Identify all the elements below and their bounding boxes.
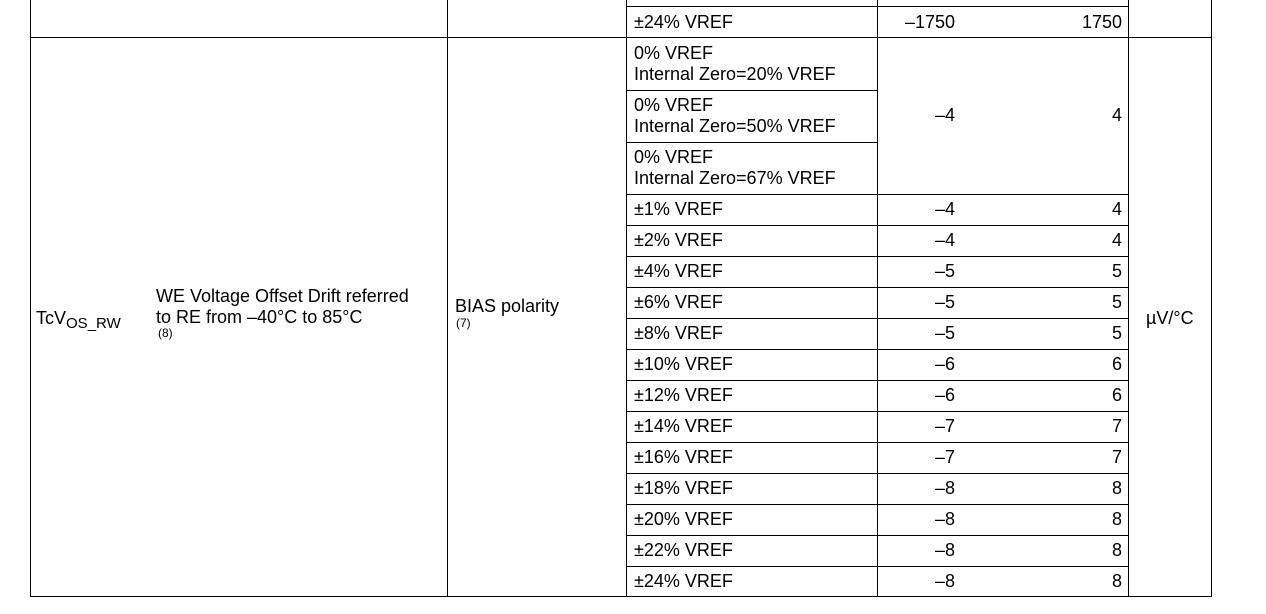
column-divider-unit [1128, 0, 1129, 597]
row-min: –8 [934, 571, 955, 591]
table-border-left [30, 0, 31, 597]
parameter-symbol: TcVOS_RW [36, 308, 121, 334]
unit-label: µV/°C [1146, 308, 1194, 328]
row-max: 5 [1111, 261, 1122, 281]
zero-row-3-line2: Internal Zero=67% VREF [634, 168, 836, 188]
row-divider [626, 504, 1129, 505]
row-min: –8 [934, 478, 955, 498]
row-condition: ±4% VREF [634, 261, 723, 281]
row-condition: ±24% VREF [634, 571, 733, 591]
row-divider [626, 318, 1129, 319]
row-condition: ±16% VREF [634, 447, 733, 467]
row-min: –7 [934, 416, 955, 436]
test-condition-footnote: (7) [456, 316, 471, 330]
row-min: –8 [934, 509, 955, 529]
row-divider [626, 535, 1129, 536]
row-divider [626, 411, 1129, 412]
row-max: 8 [1111, 540, 1122, 560]
row-max: 6 [1111, 354, 1122, 374]
row-max: 6 [1111, 385, 1122, 405]
row-divider [626, 566, 1129, 567]
row-min: –5 [934, 292, 955, 312]
zero-row-divider [626, 142, 878, 143]
section-divider [30, 37, 1212, 38]
row-max: 8 [1111, 571, 1122, 591]
row-condition: ±12% VREF [634, 385, 733, 405]
row-condition: ±10% VREF [634, 354, 733, 374]
row-condition: ±2% VREF [634, 230, 723, 250]
top-row-condition: ±24% VREF [634, 12, 733, 32]
zero-row-3-line1: 0% VREF [634, 147, 714, 167]
table-border-right [1211, 0, 1212, 597]
zero-row-2-line2: Internal Zero=50% VREF [634, 116, 836, 136]
top-row-min: –1750 [904, 12, 955, 32]
zero-row-2-line1: 0% VREF [634, 95, 714, 115]
row-min: –6 [934, 354, 955, 374]
zero-row-1-line2: Internal Zero=20% VREF [634, 64, 836, 84]
row-min: –5 [934, 261, 955, 281]
row-divider [626, 256, 1129, 257]
row-condition: ±20% VREF [634, 509, 733, 529]
row-divider [626, 194, 1129, 195]
parameter-symbol-subscript: OS_RW [66, 315, 121, 332]
row-max: 8 [1111, 509, 1122, 529]
zero-rows-max: 4 [1111, 105, 1122, 125]
zero-row-1-line1: 0% VREF [634, 43, 714, 63]
row-max: 7 [1111, 447, 1122, 467]
row-divider [626, 473, 1129, 474]
column-divider-min [877, 0, 878, 597]
row-max: 5 [1111, 292, 1122, 312]
parameter-symbol-main: TcV [36, 308, 67, 328]
row-min: –7 [934, 447, 955, 467]
row-min: –6 [934, 385, 955, 405]
row-max: 4 [1111, 199, 1122, 219]
row-condition: ±22% VREF [634, 540, 733, 560]
row-min: –5 [934, 323, 955, 343]
top-row-max: 1750 [1081, 12, 1122, 32]
row-divider [626, 442, 1129, 443]
row-divider [626, 225, 1129, 226]
row-max: 7 [1111, 416, 1122, 436]
top-row-divider [626, 6, 1129, 7]
row-condition: ±8% VREF [634, 323, 723, 343]
row-divider [626, 287, 1129, 288]
test-condition: BIAS polarity [455, 296, 560, 316]
description-footnote: (8) [158, 326, 173, 340]
row-condition: ±6% VREF [634, 292, 723, 312]
column-divider-condition [626, 0, 627, 597]
row-min: –4 [934, 230, 955, 250]
row-max: 5 [1111, 323, 1122, 343]
row-condition: ±14% VREF [634, 416, 733, 436]
row-condition: ±18% VREF [634, 478, 733, 498]
description-line1: WE Voltage Offset Drift referred [156, 286, 409, 306]
zero-rows-min: –4 [934, 105, 955, 125]
column-divider-description [447, 0, 448, 597]
row-min: –4 [934, 199, 955, 219]
row-condition: ±1% VREF [634, 199, 723, 219]
description-line2: to RE from –40°C to 85°C [156, 307, 363, 327]
table-border-bottom [30, 596, 1212, 597]
row-min: –8 [934, 540, 955, 560]
row-max: 4 [1111, 230, 1122, 250]
row-divider [626, 380, 1129, 381]
zero-row-divider [626, 90, 878, 91]
row-max: 8 [1111, 478, 1122, 498]
row-divider [626, 349, 1129, 350]
